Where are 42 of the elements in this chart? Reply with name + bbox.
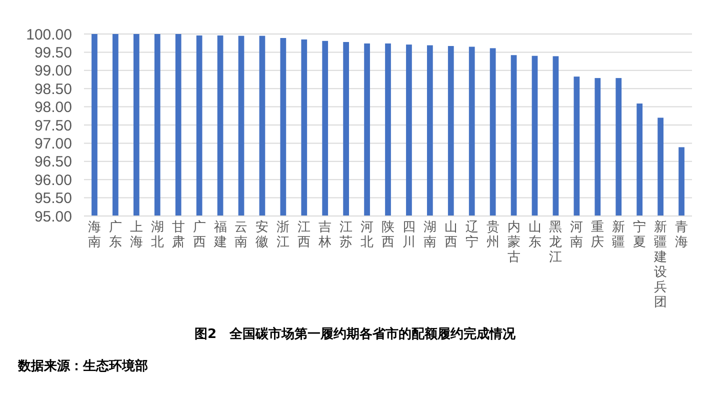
x-tick-label: 新疆建设兵团	[653, 220, 668, 310]
y-tick-label: 98.00	[34, 99, 72, 116]
x-tick-label: 四川	[402, 220, 416, 250]
x-tick-label: 陕西	[382, 220, 394, 250]
x-tick-label: 海南	[88, 220, 101, 250]
x-tick-label: 河南	[570, 220, 584, 250]
x-tick-label: 江西	[298, 220, 311, 250]
x-tick-label: 重庆	[591, 220, 604, 250]
y-tick-label: 99.50	[34, 44, 72, 62]
y-tick-label: 97.00	[34, 135, 72, 152]
y-tick-label: 98.50	[34, 80, 72, 98]
x-tick-label: 辽宁	[465, 220, 478, 250]
x-tick-label: 福建	[212, 220, 227, 250]
x-tick-label: 甘肃	[172, 220, 185, 250]
text: 图2 全国碳市场第一履约期各省市的配额履约完成情况	[194, 326, 517, 342]
x-tick-label: 吉林	[318, 220, 332, 250]
y-tick-label: 95.00	[34, 208, 72, 226]
x-tick-label: 湖北	[150, 220, 164, 250]
x-tick-label: 湖南	[423, 220, 436, 250]
y-tick-label: 95.50	[34, 190, 72, 208]
x-tick-label: 青海	[675, 220, 688, 250]
x-tick-label: 新疆	[612, 220, 626, 250]
x-tick-label: 江苏	[340, 220, 353, 250]
x-tick-label: 内蒙古	[507, 220, 520, 265]
x-tick-label: 上海	[130, 220, 143, 250]
x-tick-label: 贵州	[486, 220, 500, 250]
y-tick-label: 100.00	[26, 26, 72, 44]
x-tick-label: 黑龙江	[549, 220, 562, 265]
x-tick-label: 宁夏	[633, 219, 646, 250]
y-tick-label: 96.50	[34, 154, 72, 171]
x-tick-label: 山东	[528, 220, 542, 250]
y-tick-label: 97.50	[34, 117, 72, 134]
x-tick-label: 云南	[234, 220, 248, 250]
source-note: 数据来源：生态环境部	[17, 358, 148, 374]
x-tick-label: 山西	[444, 220, 458, 250]
x-tick-label: 浙江	[276, 220, 290, 250]
x-tick-label: 广东	[108, 220, 122, 250]
x-tick-label: 河北	[360, 220, 374, 250]
y-tick-label: 96.00	[34, 172, 72, 189]
x-tick-label: 安徽	[256, 219, 269, 250]
y-tick-label: 99.00	[34, 62, 72, 80]
x-tick-label: 广西	[192, 220, 206, 250]
